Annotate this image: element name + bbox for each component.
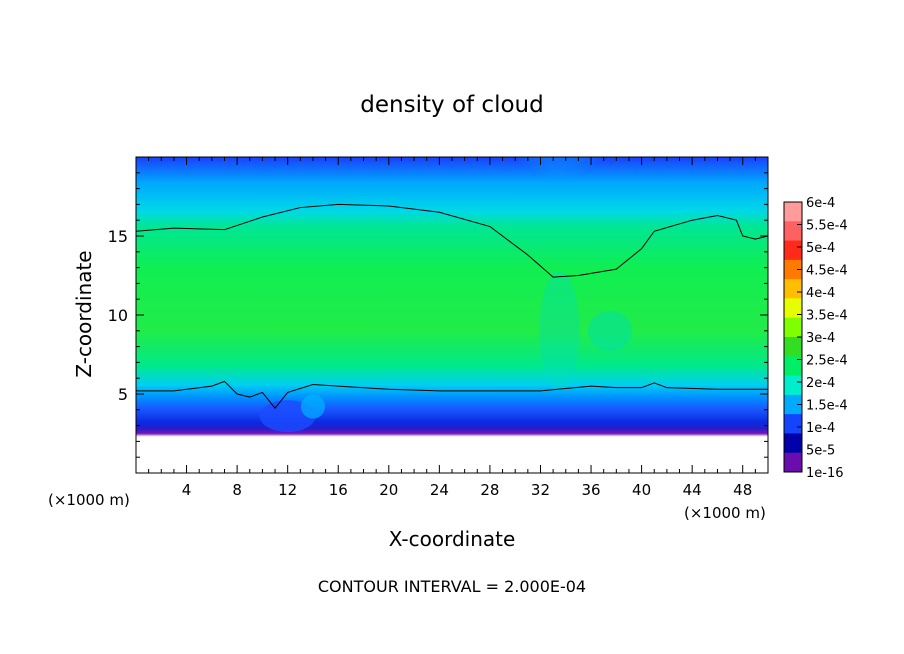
x-tick-label: 44 <box>683 481 702 499</box>
colorbar-swatch <box>784 202 802 222</box>
plot-area <box>136 157 768 473</box>
x-unit-label-left: (×1000 m) <box>48 491 130 509</box>
field-gradient <box>136 157 768 473</box>
colorbar-swatch <box>784 356 802 377</box>
colorbar-swatch <box>784 240 802 261</box>
x-tick-label: 32 <box>531 481 550 499</box>
colorbar-swatch <box>784 414 802 434</box>
contour-lower <box>136 380 768 410</box>
y-tick-label: 10 <box>108 306 128 325</box>
colorbar-label: 5e-5 <box>806 444 835 459</box>
colorbar-label: 5.5e-4 <box>806 219 848 234</box>
colorbar-label: 2.5e-4 <box>806 354 848 369</box>
colorbar-swatch <box>784 298 802 319</box>
chart-title: density of cloud <box>360 92 543 118</box>
contour-upper <box>136 203 768 278</box>
field-dip <box>489 157 630 262</box>
x-tick-label: 8 <box>232 481 242 499</box>
colorbar-label: 2e-4 <box>806 376 835 391</box>
y-axis-label: Z-coordinate <box>72 250 96 377</box>
colorbar-label: 3.5e-4 <box>806 309 848 324</box>
colorbar-swatch <box>784 317 802 338</box>
x-tick-label: 48 <box>733 481 752 499</box>
contour-lines <box>136 203 768 410</box>
colorbar-label: 4.5e-4 <box>806 264 848 279</box>
cloud-base-mask <box>136 439 768 473</box>
colorbar-label: 4e-4 <box>806 286 835 301</box>
field-turbulence <box>300 394 325 419</box>
x-tick-label: 12 <box>278 481 297 499</box>
colorbar-swatch <box>784 375 802 396</box>
colorbar-swatch <box>784 452 802 473</box>
colorbar-swatch <box>784 221 802 242</box>
x-tick-label: 28 <box>480 481 499 499</box>
field-cell <box>539 270 580 391</box>
colorbar-label: 5e-4 <box>806 241 835 256</box>
x-axis-label: X-coordinate <box>389 527 516 551</box>
x-tick-label: 20 <box>379 481 398 499</box>
x-tick-label: 24 <box>430 481 449 499</box>
colorbar-swatch <box>784 394 802 415</box>
y-tick-label: 5 <box>118 385 128 404</box>
colorbar-label: 1e-4 <box>806 421 835 436</box>
field-cell <box>588 310 632 351</box>
contour-interval-footer: CONTOUR INTERVAL = 2.000E-04 <box>318 577 586 596</box>
colorbar-label: 1.5e-4 <box>806 399 848 414</box>
colorbar-swatch <box>784 259 802 280</box>
x-tick-label: 16 <box>329 481 348 499</box>
colorbar-label: 3e-4 <box>806 331 835 346</box>
x-tick-label: 40 <box>632 481 651 499</box>
x-tick-label: 36 <box>581 481 600 499</box>
x-tick-label: 4 <box>182 481 192 499</box>
x-unit-label-right: (×1000 m) <box>684 504 766 522</box>
colorbar-swatch <box>784 433 802 454</box>
colorbar-label: 6e-4 <box>806 196 835 211</box>
colorbar: 6e-4 5.5e-4 5e-4 4.5e-4 4e-4 3.5e-4 3e-4 2.5e-4… <box>783 196 848 481</box>
y-tick-label: 15 <box>108 227 128 246</box>
colorbar-swatch <box>784 337 802 357</box>
colorbar-swatch <box>784 279 802 299</box>
colorbar-label: 1e-16 <box>806 466 844 481</box>
